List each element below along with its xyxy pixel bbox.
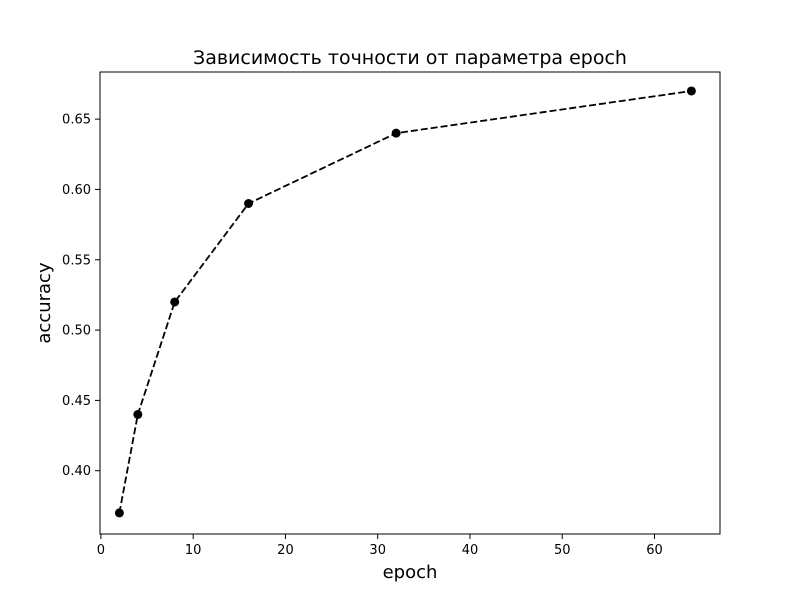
x-tick-label: 10 — [185, 543, 202, 558]
y-tick-label: 0.45 — [62, 394, 91, 409]
y-axis: 0.40 0.45 0.50 0.55 0.60 0.65 — [62, 113, 100, 479]
y-tick-label: 0.50 — [62, 324, 91, 339]
y-axis-label: accuracy — [34, 262, 55, 344]
x-axis: 0 10 20 30 40 50 60 — [97, 534, 663, 558]
series-line — [118, 90, 692, 514]
y-tick-label: 0.65 — [62, 113, 91, 128]
y-tick-label: 0.40 — [62, 464, 91, 479]
y-tick-label: 0.60 — [62, 183, 91, 198]
data-point — [391, 128, 401, 138]
x-tick-label: 20 — [277, 543, 294, 558]
y-tick-label: 0.55 — [62, 253, 91, 268]
series-layer — [114, 86, 696, 518]
x-tick-label: 40 — [462, 543, 479, 558]
x-axis-label: epoch — [383, 562, 438, 583]
data-point — [244, 198, 254, 208]
x-tick-label: 50 — [554, 543, 571, 558]
data-point — [170, 297, 180, 307]
x-tick-label: 30 — [369, 543, 386, 558]
plot-area — [99, 71, 721, 535]
data-point — [114, 508, 124, 518]
data-point — [686, 86, 696, 96]
x-tick-label: 60 — [646, 543, 663, 558]
x-tick-label: 0 — [97, 543, 105, 558]
chart-title: Зависимость точности от параметра epoch — [193, 47, 627, 69]
data-point — [133, 409, 143, 419]
